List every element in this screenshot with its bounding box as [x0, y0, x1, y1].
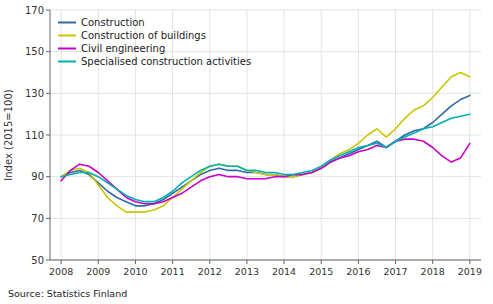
x-tick-label: 2010 [123, 266, 147, 277]
legend-item: Specialised construction activities [58, 56, 251, 67]
series-lines [61, 73, 470, 213]
grid-line-x [321, 10, 322, 260]
x-tick [172, 260, 173, 264]
grid-line-x [358, 10, 359, 260]
legend-swatch [58, 35, 76, 37]
series-line [61, 139, 470, 204]
legend-swatch [58, 22, 76, 24]
legend-label: Civil engineering [81, 43, 165, 54]
x-tick [209, 260, 210, 264]
x-axis-line [50, 260, 481, 261]
y-tick [46, 135, 50, 136]
grid-line-y [50, 135, 481, 136]
x-tick-label: 2013 [235, 266, 259, 277]
legend-label: Specialised construction activities [81, 56, 251, 67]
source-note: Source: Statistics Finland [8, 288, 127, 299]
legend-item: Civil engineering [58, 43, 165, 54]
chart: 50 70 90 110 130 150 170 2008 2009 2010 2011 2012 20… [0, 0, 493, 304]
y-axis-label: Index (2015=100) [3, 89, 14, 181]
x-tick [61, 260, 62, 264]
grid-line-x [284, 10, 285, 260]
legend-label: Construction [81, 17, 145, 28]
x-tick [284, 260, 285, 264]
x-tick-label: 2008 [49, 266, 73, 277]
x-tick-label: 2017 [383, 266, 407, 277]
grid-line-x [469, 10, 470, 260]
y-tick [46, 260, 50, 261]
x-tick [246, 260, 247, 264]
y-tick [46, 176, 50, 177]
series-line [61, 73, 470, 213]
grid-line-x [246, 10, 247, 260]
y-tick-label: 70 [31, 213, 44, 224]
y-tick [46, 10, 50, 11]
grid-line-y [50, 260, 481, 261]
legend-label: Construction of buildings [81, 30, 206, 41]
grid-line-y [50, 10, 481, 11]
x-tick-label: 2012 [198, 266, 222, 277]
grid-line-y [50, 176, 481, 177]
x-tick-label: 2014 [272, 266, 296, 277]
y-tick-label: 110 [25, 130, 44, 141]
y-tick-label: 90 [31, 171, 44, 182]
x-tick [395, 260, 396, 264]
background [0, 0, 493, 304]
grid-line-x [172, 10, 173, 260]
y-tick [46, 218, 50, 219]
series-line [61, 114, 470, 202]
y-tick-label: 130 [25, 88, 44, 99]
x-tick-label: 2016 [346, 266, 370, 277]
x-tick [432, 260, 433, 264]
y-tick [46, 51, 50, 52]
y-tick-label: 170 [25, 5, 44, 16]
y-tick [46, 93, 50, 94]
x-tick-label: 2019 [458, 266, 482, 277]
grid-line-x [395, 10, 396, 260]
grid-line-x [432, 10, 433, 260]
legend-item: Construction of buildings [58, 30, 206, 41]
series-line [61, 95, 470, 205]
x-tick-label: 2015 [309, 266, 333, 277]
y-tick-label: 50 [31, 255, 44, 266]
x-tick [469, 260, 470, 264]
legend-swatch [58, 48, 76, 50]
x-tick [135, 260, 136, 264]
x-tick [321, 260, 322, 264]
legend-swatch [58, 61, 76, 63]
legend: Construction Construction of buildings Civ… [58, 17, 251, 67]
x-tick [358, 260, 359, 264]
grid-line-y [50, 218, 481, 219]
legend-item: Construction [58, 17, 145, 28]
x-tick [98, 260, 99, 264]
grid-line-x [209, 10, 210, 260]
x-tick-label: 2011 [161, 266, 185, 277]
grid-line-y [50, 93, 481, 94]
x-tick-label: 2009 [86, 266, 110, 277]
axes: 50 70 90 110 130 150 170 2008 2009 2010 2011 2012 20… [25, 5, 482, 278]
x-tick-label: 2018 [421, 266, 445, 277]
grid [50, 10, 481, 260]
y-tick-label: 150 [25, 46, 44, 57]
